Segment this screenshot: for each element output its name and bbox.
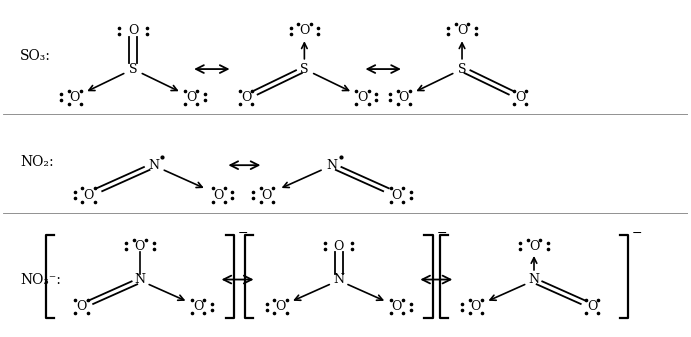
Text: NO₃⁻:: NO₃⁻: bbox=[20, 273, 61, 286]
Text: S: S bbox=[457, 63, 466, 75]
Text: O: O bbox=[334, 240, 344, 253]
Text: O: O bbox=[214, 188, 224, 202]
Text: N: N bbox=[529, 273, 540, 286]
Text: O: O bbox=[399, 91, 409, 104]
Text: O: O bbox=[84, 188, 94, 202]
Text: −: − bbox=[238, 226, 248, 240]
Text: N: N bbox=[148, 159, 159, 172]
Text: N: N bbox=[333, 273, 344, 286]
Text: −: − bbox=[632, 226, 643, 240]
Text: S: S bbox=[129, 63, 138, 75]
Text: O: O bbox=[587, 300, 598, 313]
Text: O: O bbox=[392, 188, 402, 202]
Text: O: O bbox=[515, 91, 525, 104]
Text: O: O bbox=[275, 300, 285, 313]
Text: N: N bbox=[134, 273, 145, 286]
Text: O: O bbox=[77, 300, 87, 313]
Text: O: O bbox=[357, 91, 368, 104]
Text: O: O bbox=[135, 240, 145, 253]
Text: O: O bbox=[261, 188, 272, 202]
Text: O: O bbox=[70, 91, 80, 104]
Text: O: O bbox=[128, 25, 138, 37]
Text: NO₂:: NO₂: bbox=[20, 155, 53, 169]
Text: O: O bbox=[186, 91, 196, 104]
Text: O: O bbox=[529, 240, 539, 253]
Text: S: S bbox=[300, 63, 309, 75]
Text: O: O bbox=[193, 300, 203, 313]
Text: O: O bbox=[241, 91, 252, 104]
Text: O: O bbox=[457, 25, 467, 37]
Text: O: O bbox=[392, 300, 402, 313]
Text: O: O bbox=[471, 300, 481, 313]
Text: SO₃:: SO₃: bbox=[20, 49, 51, 63]
Text: O: O bbox=[299, 25, 310, 37]
Text: −: − bbox=[437, 226, 447, 240]
Text: N: N bbox=[326, 159, 337, 172]
